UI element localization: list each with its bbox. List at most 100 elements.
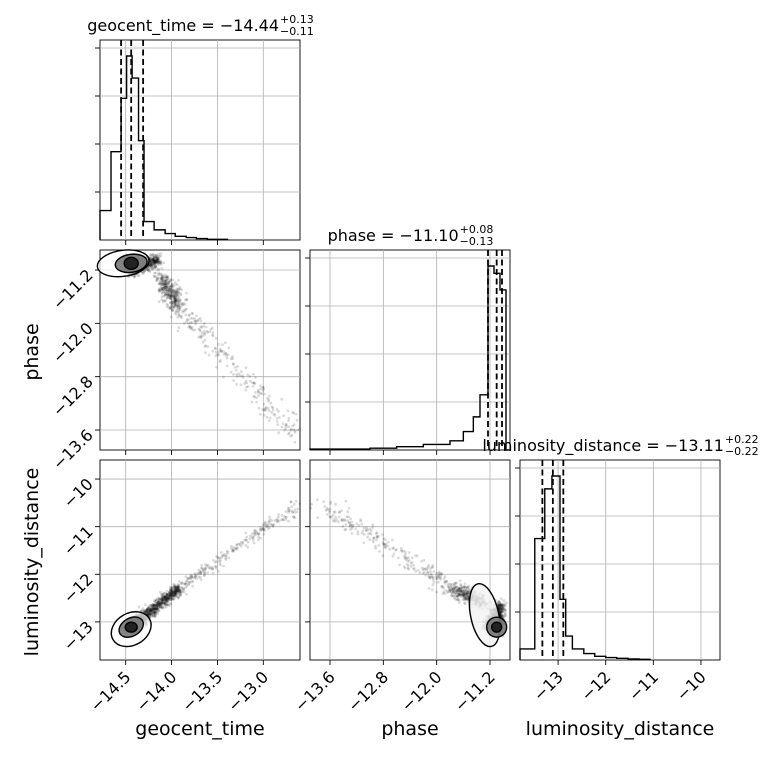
sample-point [174, 586, 178, 589]
sample-point [199, 325, 203, 329]
sample-point [152, 260, 156, 264]
sample-point [167, 604, 171, 607]
sample-point [251, 536, 254, 540]
sample-point [165, 296, 169, 300]
sample-point [197, 327, 201, 331]
sample-point [219, 551, 223, 554]
sample-point [157, 276, 161, 280]
sample-point [270, 405, 274, 409]
sample-point [293, 508, 297, 512]
sample-point [229, 544, 233, 548]
x-tick-label: −13.5 [178, 667, 226, 715]
sample-point [160, 295, 164, 298]
sample-point [170, 287, 174, 291]
sample-point [291, 410, 295, 414]
sample-point [175, 296, 179, 300]
sample-point [176, 596, 180, 599]
sample-point [286, 506, 290, 510]
sample-point [267, 399, 270, 403]
sample-point [235, 543, 239, 546]
sample-point [237, 372, 241, 376]
sample-point [194, 322, 198, 326]
sample-point [396, 556, 400, 560]
sample-point [151, 252, 155, 256]
sample-point [232, 379, 236, 382]
sample-point [151, 260, 155, 263]
sample-point [293, 429, 297, 432]
sample-point [298, 502, 301, 505]
scatter-geocent-time-vs-luminosity-distance-contour-3 [124, 621, 138, 633]
sample-point [185, 297, 189, 301]
sample-point [201, 334, 205, 338]
sample-point [263, 409, 267, 413]
sample-point [289, 427, 293, 431]
sample-point [233, 365, 237, 369]
sample-point [170, 301, 174, 305]
sample-point [222, 564, 225, 568]
sample-point [269, 522, 273, 526]
sample-point [180, 585, 183, 589]
sample-point [171, 284, 175, 287]
sample-point [171, 302, 175, 306]
x-tick-label: −12 [577, 667, 614, 704]
hist-phase-title: phase = −11.10 [328, 226, 459, 245]
sample-point [172, 294, 176, 298]
sample-point [155, 253, 159, 257]
sample-point [149, 613, 152, 616]
sample-point [162, 285, 166, 289]
sample-point [203, 338, 207, 342]
x-tick-label: −10 [672, 667, 709, 704]
sample-point [154, 612, 158, 615]
sample-point [277, 416, 281, 419]
sample-point [216, 555, 220, 559]
y-tick-label: −12.8 [49, 372, 97, 420]
sample-point [153, 259, 156, 263]
sample-point [170, 292, 174, 296]
x-tick-label: −11 [625, 667, 662, 704]
sample-point [253, 529, 256, 533]
sample-point [211, 331, 215, 334]
sample-point [174, 312, 178, 316]
sample-point [277, 515, 280, 519]
sample-point [272, 412, 276, 416]
sample-point [163, 273, 167, 277]
sample-point [177, 306, 181, 310]
sample-point [163, 290, 167, 294]
sample-point [227, 556, 231, 560]
sample-point [187, 313, 191, 317]
sample-point [160, 291, 164, 294]
sample-point [218, 360, 222, 364]
sample-point [427, 587, 431, 590]
x-tick-label: −13 [530, 667, 567, 704]
sample-point [277, 431, 281, 435]
sample-point [206, 345, 210, 348]
sample-point [157, 287, 161, 291]
sample-point [262, 413, 266, 417]
sample-point [224, 558, 228, 561]
sample-point [161, 278, 165, 282]
sample-point [251, 381, 254, 385]
sample-point [211, 349, 215, 353]
hist-phase-title-lower: −0.13 [460, 235, 494, 248]
sample-point [150, 607, 154, 611]
sample-point [214, 354, 218, 358]
scatter-geocent-time-vs-phase-frame [99, 249, 301, 451]
sample-point [214, 347, 217, 351]
sample-point [156, 259, 160, 263]
sample-point [153, 256, 157, 260]
sample-point [164, 282, 168, 285]
sample-point [199, 578, 203, 582]
sample-point [196, 319, 200, 323]
sample-point [293, 430, 297, 434]
sample-point [157, 300, 161, 304]
sample-point [164, 599, 168, 603]
y-tick-label: −11 [60, 522, 97, 559]
sample-point [235, 374, 239, 378]
sample-point [281, 422, 285, 425]
sample-point [154, 259, 158, 263]
sample-point [161, 277, 165, 281]
sample-point [264, 408, 268, 412]
sample-point [214, 350, 218, 354]
sample-point [170, 282, 174, 286]
sample-point [197, 572, 201, 576]
